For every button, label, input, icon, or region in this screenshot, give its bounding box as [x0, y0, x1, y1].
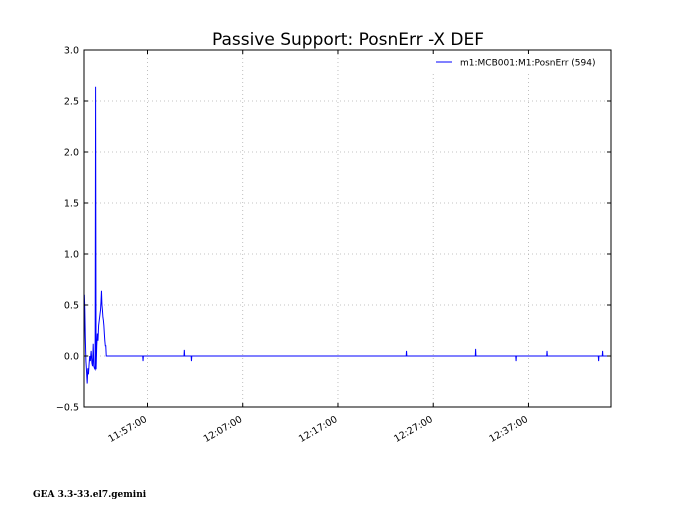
x-tick-label: 12:07:00: [202, 414, 244, 445]
y-tick-label: 2.0: [64, 148, 79, 159]
x-tick-label: 12:27:00: [392, 414, 434, 445]
axes: 3.0 2.5 2.0 1.5 1.0 0.5 0.0 −0.5 11:57:00 12:07:0…: [56, 46, 611, 445]
y-tick-label: 3.0: [64, 46, 79, 57]
series-line: [83, 86, 611, 384]
x-tick-label: 12:17:00: [297, 414, 339, 445]
legend-label: m1:MCB001:M1:PosnErr (594): [460, 59, 595, 69]
legend-box: [420, 54, 607, 72]
x-tick-label: 11:57:00: [107, 414, 149, 445]
plot-frame: [83, 49, 612, 408]
y-tick-label: 0.5: [64, 301, 79, 312]
y-tick-label: 0.0: [64, 352, 79, 363]
footer-version: GEA 3.3-33.el7.gemini: [33, 490, 147, 500]
plot-area: [83, 86, 611, 384]
grid: [84, 50, 611, 407]
y-tick-label: 1.5: [64, 199, 79, 210]
y-tick-label: 1.0: [64, 250, 79, 261]
y-tick-label: 2.5: [64, 97, 79, 108]
chart-title: Passive Support: PosnErr -X DEF: [212, 30, 484, 50]
x-tick-label: 12:37:00: [488, 414, 530, 445]
y-tick-label: −0.5: [56, 403, 79, 414]
legend: m1:MCB001:M1:PosnErr (594): [420, 54, 607, 72]
